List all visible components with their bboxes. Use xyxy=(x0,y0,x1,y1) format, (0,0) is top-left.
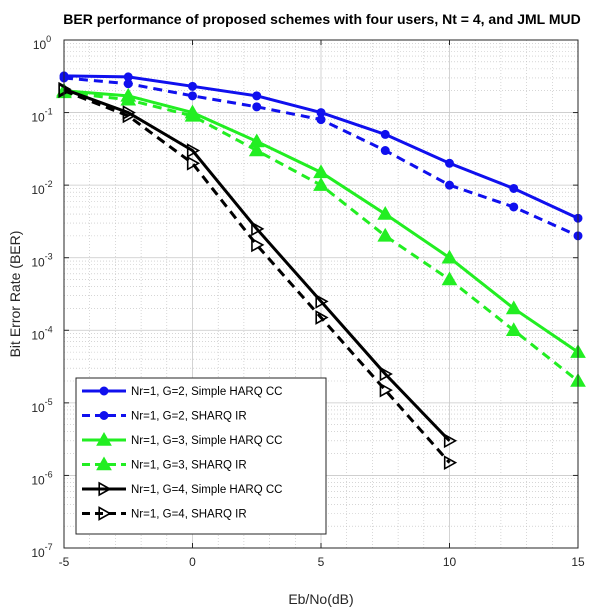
x-tick-label: 0 xyxy=(189,555,196,569)
legend-label: Nr=1, G=4, Simple HARQ CC xyxy=(131,484,282,496)
legend-entry: Nr=1, G=3, Simple HARQ CC xyxy=(82,431,282,447)
x-axis-label: Eb/No(dB) xyxy=(288,591,353,607)
y-axis-label: Bit Error Rate (BER) xyxy=(7,231,23,358)
legend-marker xyxy=(98,506,112,521)
data-point xyxy=(123,79,133,89)
y-tick-label: 10-6 xyxy=(31,469,52,487)
legend-label: Nr=1, G=2, SHARQ IR xyxy=(131,411,247,423)
legend: Nr=1, G=2, Simple HARQ CC Nr=1, G=2, SHAR… xyxy=(75,377,327,535)
legend-label: Nr=1, G=3, Simple HARQ CC xyxy=(131,435,282,447)
legend-box xyxy=(75,377,327,535)
data-point xyxy=(441,249,458,264)
data-point xyxy=(313,177,329,191)
tick-labels: -5 0 5 10 15 100 10-1 10-2 10-3 10-4 10-5 10-6 10-7 xyxy=(31,34,585,569)
data-point xyxy=(188,91,197,101)
y-tick-label: 10-2 xyxy=(31,179,52,197)
legend-marker xyxy=(99,411,109,420)
data-point xyxy=(252,102,262,112)
data-point xyxy=(379,382,393,398)
data-point xyxy=(184,107,201,122)
data-point xyxy=(443,455,458,471)
y-tick-label: 10-1 xyxy=(31,107,52,125)
x-tick-label: 10 xyxy=(443,555,457,569)
data-point xyxy=(441,271,458,286)
data-point xyxy=(505,300,522,315)
data-point xyxy=(509,202,519,212)
legend-marker xyxy=(96,456,112,471)
x-tick-label: -5 xyxy=(59,555,70,569)
legend-label: Nr=1, G=3, SHARQ IR xyxy=(131,460,247,472)
data-point xyxy=(443,433,458,449)
data-point xyxy=(316,115,326,125)
data-point xyxy=(380,146,390,156)
legend-entry: Nr=1, G=2, SHARQ IR xyxy=(82,411,247,423)
y-tick-label: 100 xyxy=(33,34,51,52)
data-point xyxy=(445,158,454,168)
data-point xyxy=(377,227,394,242)
data-point xyxy=(377,206,394,220)
y-tick-label: 10-7 xyxy=(31,542,52,560)
data-point xyxy=(122,108,136,124)
y-tick-label: 10-3 xyxy=(31,252,52,270)
data-point xyxy=(445,180,454,190)
axis-ticks xyxy=(63,39,579,549)
y-tick-label: 10-4 xyxy=(31,324,52,342)
y-tick-label: 10-5 xyxy=(31,397,52,415)
legend-entry: Nr=1, G=4, SHARQ IR xyxy=(82,506,247,521)
legend-marker xyxy=(99,386,109,396)
x-tick-label: 15 xyxy=(571,555,585,569)
legend-marker xyxy=(96,431,112,446)
data-point xyxy=(252,91,262,101)
data-point xyxy=(315,310,329,325)
data-point xyxy=(248,142,265,157)
x-tick-label: 5 xyxy=(318,555,325,569)
data-point xyxy=(251,237,265,253)
series-2 xyxy=(59,73,583,241)
legend-label: Nr=1, G=4, SHARQ IR xyxy=(131,509,247,521)
data-point xyxy=(505,322,522,337)
data-point xyxy=(509,183,519,193)
data-point xyxy=(251,221,265,237)
legend-entry: Nr=1, G=4, Simple HARQ CC xyxy=(82,481,282,497)
data-point xyxy=(379,366,393,382)
legend-label: Nr=1, G=2, Simple HARQ CC xyxy=(131,386,282,398)
data-point xyxy=(120,91,137,106)
data-point xyxy=(186,155,201,171)
legend-marker xyxy=(98,481,112,497)
data-point xyxy=(58,83,72,99)
data-point xyxy=(188,81,197,91)
chart-title: BER performance of proposed schemes with… xyxy=(63,11,580,27)
legend-entry: Nr=1, G=2, Simple HARQ CC xyxy=(82,386,282,398)
legend-entry: Nr=1, G=3, SHARQ IR xyxy=(82,456,247,472)
series-6 xyxy=(58,83,458,471)
data-point xyxy=(315,294,329,309)
data-point xyxy=(380,129,390,139)
data-point xyxy=(186,143,201,158)
